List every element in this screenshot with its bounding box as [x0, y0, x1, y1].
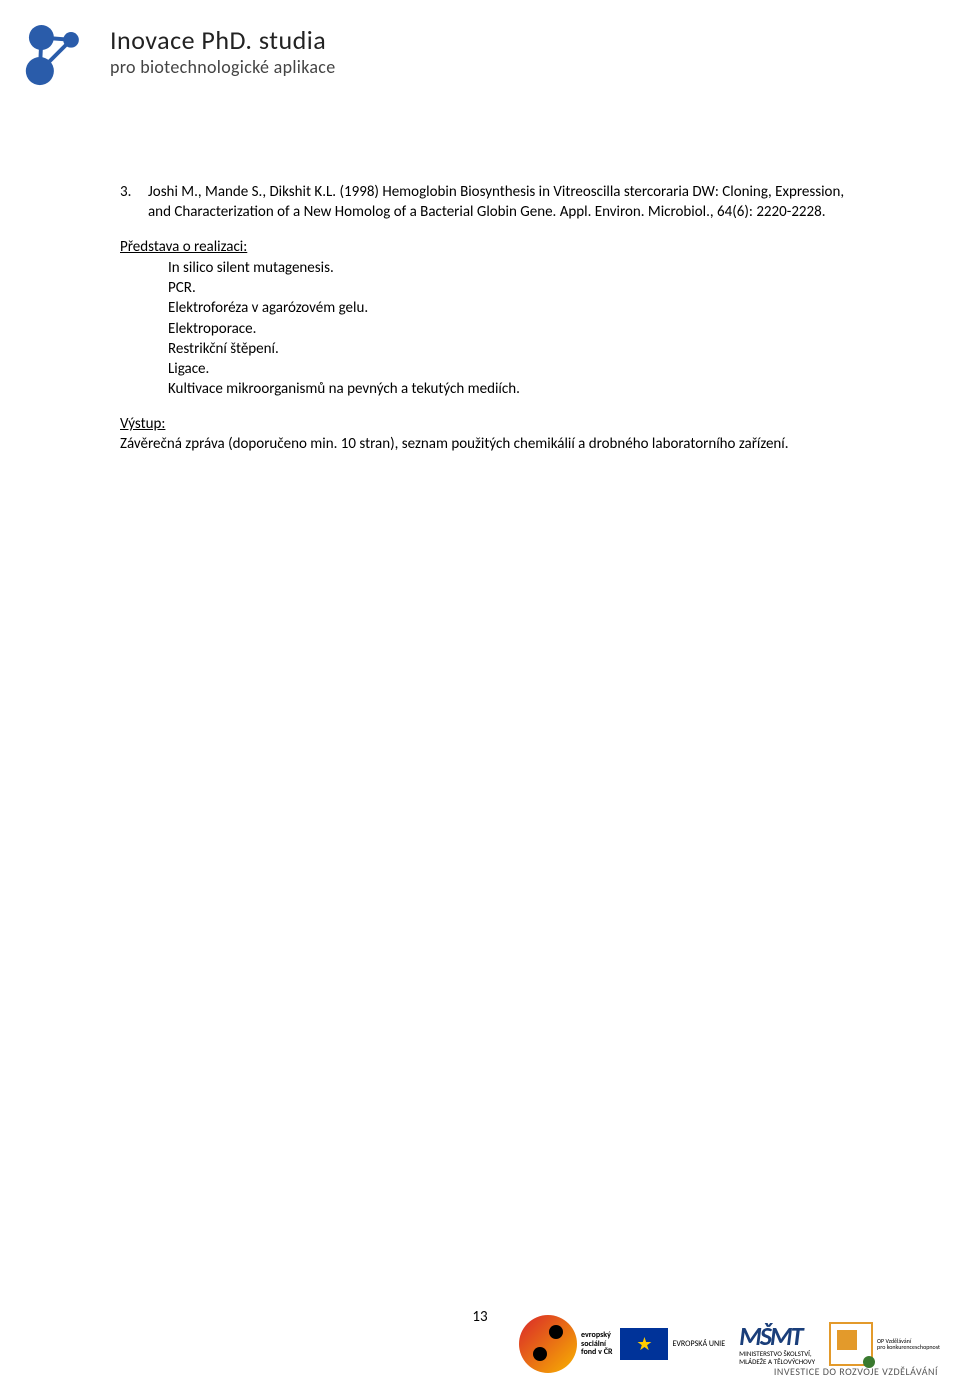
- header-text-block: Inovace PhD. studia pro biotechnologické…: [110, 18, 335, 78]
- eu-flag-icon: ★: [620, 1328, 668, 1360]
- molecule-logo-icon: [18, 18, 96, 96]
- list-item: Kultivace mikroorganismů na pevných a te…: [168, 379, 860, 399]
- msmt-logo-icon: MŠMT: [739, 1323, 801, 1350]
- page-content: 3. Joshi M., Mande S., Dikshit K.L. (199…: [120, 182, 860, 454]
- page-header: Inovace PhD. studia pro biotechnologické…: [18, 18, 335, 96]
- esf-block: evropský sociální fond v ČR: [519, 1308, 620, 1380]
- reference-item: 3. Joshi M., Mande S., Dikshit K.L. (199…: [120, 182, 860, 223]
- output-block: Výstup: Závěrečná zpráva (doporučeno min…: [120, 414, 860, 455]
- realization-title: Představa o realizaci:: [120, 237, 860, 257]
- reference-number: 3.: [120, 182, 148, 223]
- list-item: Restrikční štěpení.: [168, 339, 860, 359]
- msmt-text: MŠMT MINISTERSTVO ŠKOLSTVÍ, MLÁDEŽE A TĚ…: [739, 1323, 815, 1365]
- list-item: In silico silent mutagenesis.: [168, 258, 860, 278]
- opvk-line: pro konkurenceschopnost: [877, 1344, 940, 1350]
- esf-line: fond v ČR: [581, 1348, 612, 1357]
- list-item: Ligace.: [168, 359, 860, 379]
- eu-block: ★ EVROPSKÁ UNIE: [620, 1308, 739, 1380]
- footer-tagline: INVESTICE DO ROZVOJE VZDĚLÁVÁNÍ: [774, 1365, 938, 1378]
- reference-text: Joshi M., Mande S., Dikshit K.L. (1998) …: [148, 182, 860, 223]
- opvk-logo-icon: [829, 1322, 873, 1366]
- header-subtitle: pro biotechnologické aplikace: [110, 56, 335, 78]
- list-item: Elektroporace.: [168, 319, 860, 339]
- output-text: Závěrečná zpráva (doporučeno min. 10 str…: [120, 434, 860, 454]
- esf-text: evropský sociální fond v ČR: [581, 1331, 612, 1357]
- eu-text: EVROPSKÁ UNIE: [672, 1340, 725, 1349]
- list-item: Elektroforéza v agarózovém gelu.: [168, 298, 860, 318]
- list-item: PCR.: [168, 278, 860, 298]
- esf-logo-icon: [519, 1315, 577, 1373]
- header-title: Inovace PhD. studia: [110, 24, 335, 56]
- realization-list: In silico silent mutagenesis. PCR. Elekt…: [120, 258, 860, 400]
- opvk-text: OP Vzdělávání pro konkurenceschopnost: [877, 1338, 940, 1350]
- output-title: Výstup:: [120, 415, 165, 433]
